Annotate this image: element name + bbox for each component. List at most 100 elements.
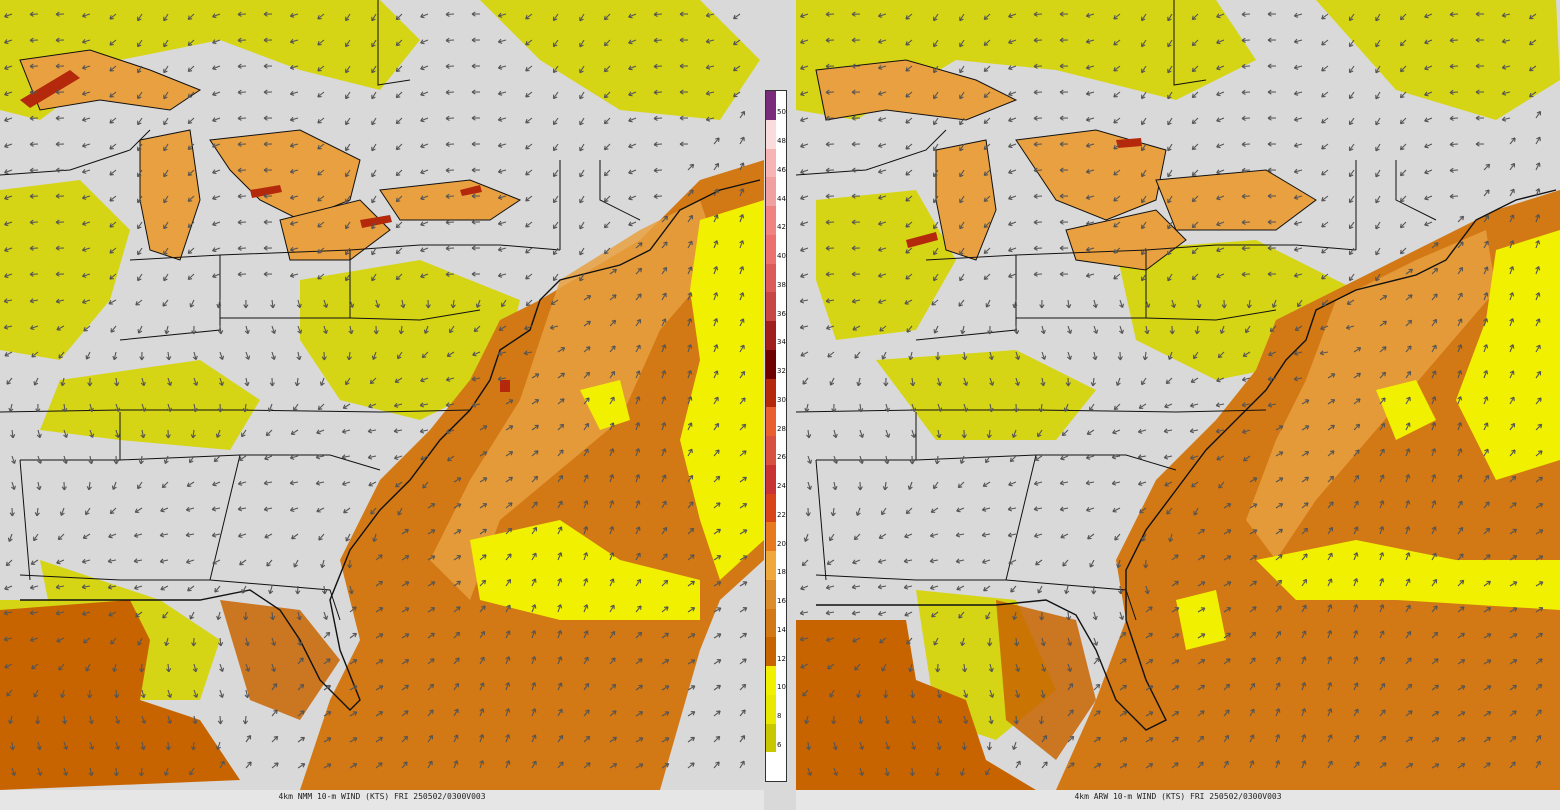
- wind-arrow: [1535, 110, 1542, 119]
- wind-arrow: [963, 689, 969, 699]
- state-border: [119, 254, 221, 341]
- colorbar-label: 34: [777, 338, 786, 347]
- wind-arrow: [1241, 429, 1251, 435]
- wind-arrow: [1293, 272, 1303, 278]
- wind-arrow: [237, 271, 247, 277]
- wind-arrow: [1245, 325, 1251, 334]
- wind-arrow: [1015, 663, 1021, 673]
- wind-arrow: [1449, 63, 1459, 69]
- wind-arrow: [1267, 271, 1277, 277]
- wind-arrow: [109, 169, 117, 176]
- wind-arrow: [445, 141, 455, 147]
- wind-arrow: [936, 377, 942, 387]
- offshore-light-wind-band: [1256, 540, 1560, 610]
- wind-arrow: [109, 13, 117, 20]
- wind-arrow: [956, 507, 965, 513]
- wind-arrow: [1457, 266, 1464, 275]
- wind-arrow: [1321, 221, 1329, 228]
- wind-arrow: [1375, 195, 1381, 204]
- wind-arrow: [1059, 193, 1069, 199]
- wind-arrow: [628, 13, 637, 19]
- wind-arrow: [1119, 763, 1128, 769]
- wind-arrow: [63, 429, 69, 439]
- wind-arrow: [109, 247, 117, 254]
- wind-arrow: [1321, 13, 1329, 20]
- wind-arrow: [1219, 325, 1225, 334]
- wind-arrow: [661, 318, 667, 327]
- wind-arrow: [851, 298, 861, 304]
- wind-arrow: [1085, 220, 1095, 226]
- wind-arrow: [906, 325, 913, 333]
- wind-arrow: [905, 195, 913, 202]
- light-wind-area: [0, 0, 420, 120]
- wind-arrow: [137, 169, 143, 178]
- wind-arrow: [1249, 606, 1257, 613]
- wind-arrow: [1008, 143, 1017, 149]
- wind-arrow: [525, 195, 533, 202]
- colorbar-label: 20: [777, 539, 786, 548]
- wind-arrow: [1113, 13, 1121, 20]
- wind-arrow: [505, 708, 511, 717]
- wind-arrow: [501, 299, 507, 308]
- wind-arrow: [1268, 351, 1277, 357]
- wind-arrow: [1163, 428, 1173, 434]
- wind-arrow: [395, 481, 403, 488]
- wind-arrow: [800, 247, 809, 253]
- wind-arrow: [1218, 481, 1225, 489]
- wind-arrow: [212, 559, 221, 565]
- wind-arrow: [1509, 137, 1516, 145]
- wind-arrow: [1399, 39, 1407, 47]
- wind-arrow: [1197, 659, 1206, 665]
- wind-arrow: [1348, 65, 1355, 74]
- wind-arrow: [1085, 272, 1095, 278]
- wind-arrow: [851, 584, 861, 590]
- wind-arrow: [1033, 245, 1043, 251]
- wind-arrow: [1475, 37, 1485, 43]
- wind-arrow: [1271, 299, 1277, 308]
- wind-arrow: [531, 475, 539, 483]
- wind-arrow: [289, 246, 299, 252]
- wind-arrow: [401, 555, 410, 561]
- wind-arrow: [1293, 350, 1303, 356]
- wind-arrow: [1509, 659, 1518, 665]
- wind-arrow: [167, 377, 173, 387]
- wind-arrow: [471, 193, 481, 199]
- wind-arrow: [739, 709, 746, 717]
- wind-arrow: [739, 632, 748, 639]
- wind-arrow: [687, 344, 693, 353]
- wind-arrow: [138, 767, 145, 777]
- wind-arrow: [163, 247, 169, 256]
- wind-arrow: [453, 734, 459, 743]
- wind-arrow: [163, 767, 169, 777]
- wind-arrow: [4, 169, 13, 175]
- wind-arrow: [963, 715, 969, 725]
- wind-arrow: [211, 506, 221, 512]
- wind-arrow: [86, 481, 92, 491]
- wind-arrow: [163, 195, 169, 204]
- wind-arrow: [1013, 637, 1020, 647]
- colorbar-swatch-28: [766, 407, 776, 436]
- wind-arrow: [471, 402, 481, 408]
- wind-arrow: [802, 377, 809, 385]
- wind-arrow: [557, 372, 566, 379]
- wind-arrow: [271, 735, 279, 743]
- wind-arrow: [141, 715, 147, 724]
- wind-arrow: [1424, 221, 1433, 227]
- wind-arrow: [635, 422, 641, 431]
- wind-arrow: [1118, 325, 1124, 335]
- wind-arrow: [85, 351, 91, 360]
- wind-arrow: [854, 351, 861, 359]
- wind-arrow: [661, 685, 670, 691]
- wind-arrow: [550, 299, 559, 305]
- wind-arrow: [1041, 351, 1047, 360]
- wind-arrow: [1501, 64, 1511, 70]
- wind-arrow: [1114, 533, 1121, 541]
- wind-arrow: [603, 143, 611, 151]
- wind-arrow: [1379, 500, 1385, 509]
- wind-arrow: [471, 63, 481, 69]
- wind-arrow: [1431, 711, 1440, 717]
- wind-arrow: [1141, 377, 1147, 386]
- wind-arrow: [137, 247, 143, 256]
- wind-arrow: [985, 611, 991, 620]
- wind-arrow: [713, 735, 721, 743]
